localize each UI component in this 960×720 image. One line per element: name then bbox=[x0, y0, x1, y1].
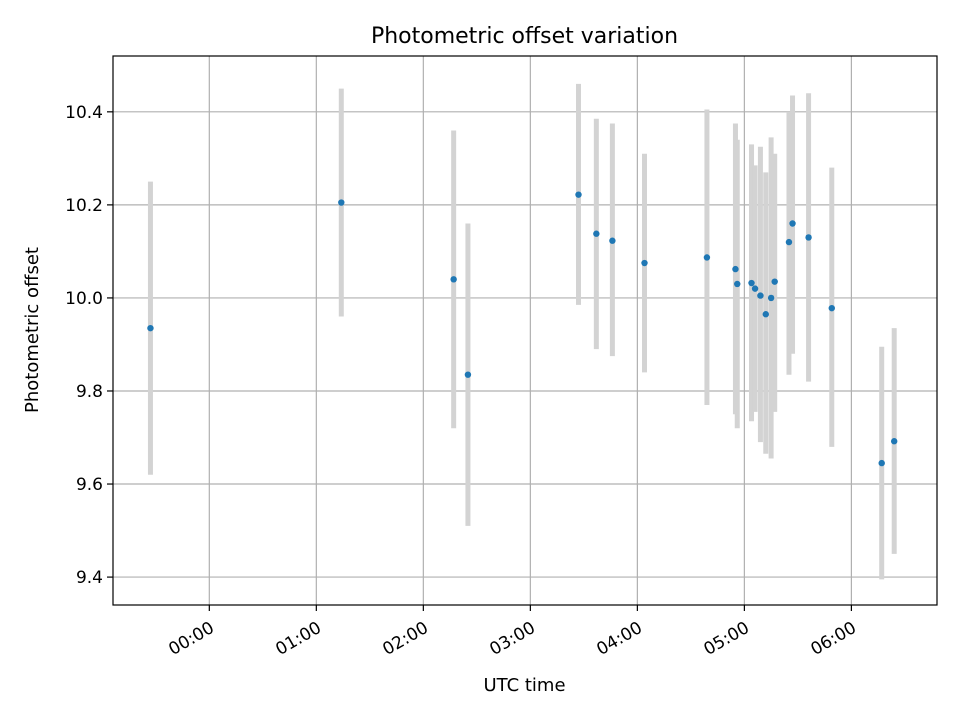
y-tick-label: 9.6 bbox=[76, 475, 103, 495]
plot-frame bbox=[112, 55, 938, 606]
data-point bbox=[785, 238, 793, 246]
data-point bbox=[828, 304, 835, 312]
x-axis-label: UTC time bbox=[483, 675, 565, 696]
data-point bbox=[734, 280, 741, 288]
data-point bbox=[593, 230, 600, 237]
data-point bbox=[805, 234, 812, 241]
chart-title: Photometric offset variation bbox=[371, 24, 678, 49]
data-point bbox=[748, 279, 755, 287]
data-points bbox=[147, 191, 898, 467]
data-point bbox=[751, 285, 759, 292]
data-point bbox=[450, 276, 457, 283]
data-point bbox=[890, 438, 898, 445]
data-point bbox=[771, 278, 778, 285]
y-tick-label: 9.4 bbox=[76, 568, 103, 588]
y-axis-label: Photometric offset bbox=[22, 247, 43, 413]
data-point bbox=[878, 459, 885, 467]
data-point bbox=[147, 324, 154, 332]
data-point bbox=[575, 191, 582, 198]
y-tick-label: 10.0 bbox=[65, 289, 103, 309]
y-tick-label: 10.4 bbox=[65, 103, 103, 123]
y-axis-ticks: 9.4 9.6 9.8 10.0 10.2 10.4 bbox=[65, 103, 113, 588]
data-point bbox=[641, 259, 648, 267]
grid bbox=[113, 56, 937, 605]
data-point bbox=[762, 311, 769, 318]
data-point bbox=[609, 237, 616, 244]
data-point bbox=[703, 254, 711, 261]
y-tick-label: 9.8 bbox=[76, 382, 103, 402]
data-point bbox=[338, 199, 345, 206]
y-tick-label: 10.2 bbox=[65, 196, 103, 216]
data-point bbox=[757, 292, 764, 299]
data-point bbox=[767, 294, 775, 302]
data-point bbox=[789, 220, 796, 227]
data-point bbox=[732, 265, 739, 273]
data-point bbox=[464, 371, 472, 378]
